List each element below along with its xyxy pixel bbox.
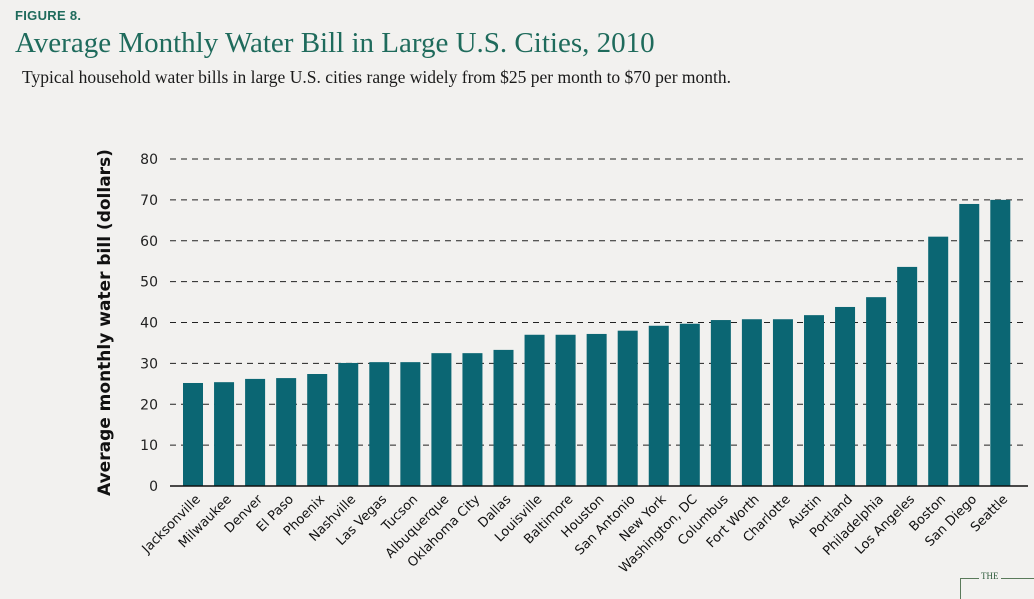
bar [183,382,203,486]
bar [245,378,266,486]
bar [493,349,514,486]
bar [338,362,359,486]
y-tick-label: 60 [140,234,158,250]
bar [586,333,607,486]
bar [804,315,824,486]
bar [959,203,980,486]
y-tick-label: 10 [140,438,158,454]
y-tick-label: 0 [149,479,158,495]
bar [835,306,856,486]
bar [307,374,328,486]
bar [897,266,918,486]
chart-subtitle: Typical household water bills in large U… [22,67,732,87]
y-tick-label: 30 [140,356,158,372]
bar [369,362,390,486]
bar [431,353,452,486]
y-tick-label: 40 [140,316,158,332]
bar [648,325,669,486]
y-tick-label: 20 [140,397,158,413]
bar [710,320,731,486]
figure-label: FIGURE 8. [15,8,82,23]
bar [214,382,235,486]
bar [772,319,793,486]
bar [741,319,762,486]
bar [524,334,545,486]
y-axis-label: Average monthly water bill (dollars) [95,149,115,496]
bar [866,297,887,486]
bars [183,199,1011,486]
chart-title: Average Monthly Water Bill in Large U.S.… [15,27,655,59]
bar [679,323,700,486]
y-tick-label: 80 [140,152,158,168]
bar [276,378,297,486]
logo-text: THE [979,571,1001,581]
bar [555,334,576,486]
bar [617,330,638,486]
y-tick-label: 50 [140,275,158,291]
bar [928,236,949,486]
bar [400,362,421,486]
y-tick-labels: 0 10 20 30 40 50 60 70 80 [140,152,158,495]
bar [462,353,483,486]
publisher-logo: THE [960,571,1034,599]
y-tick-label: 70 [140,193,158,209]
bar [990,199,1011,486]
